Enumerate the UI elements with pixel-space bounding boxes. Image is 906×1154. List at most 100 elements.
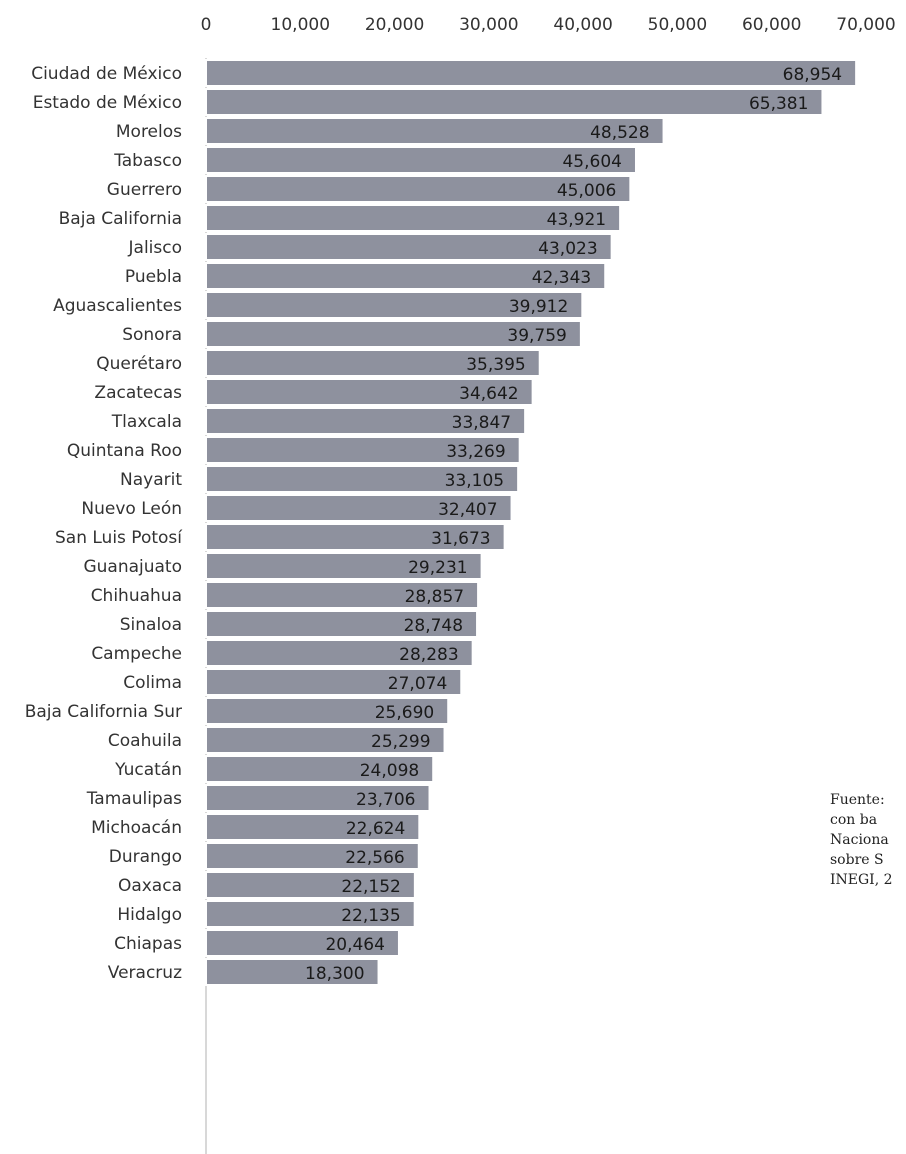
x-tick-label: 30,000 <box>459 15 518 35</box>
bars-group <box>205 59 858 986</box>
bar <box>205 610 479 638</box>
x-tick-label: 10,000 <box>271 15 330 35</box>
category-label: Estado de México <box>33 93 182 113</box>
category-labels: Ciudad de México Estado de México Morelos T… <box>25 64 184 983</box>
data-label: 31,673 <box>431 529 490 549</box>
bar <box>205 262 607 290</box>
category-label: Yucatán <box>114 760 182 780</box>
bar <box>205 668 463 696</box>
category-label: Puebla <box>125 267 182 287</box>
category-label: Baja California Sur <box>25 702 182 722</box>
bar <box>205 494 513 522</box>
bar <box>205 900 416 928</box>
category-label: Aguascalientes <box>53 296 182 316</box>
data-label: 28,283 <box>399 645 458 665</box>
data-label: 39,912 <box>509 297 568 317</box>
data-label: 28,748 <box>404 616 463 636</box>
bar <box>205 204 622 232</box>
data-label: 45,604 <box>562 152 621 172</box>
data-label: 25,690 <box>375 703 434 723</box>
data-label: 68,954 <box>783 65 842 85</box>
category-label: Nuevo León <box>81 499 182 519</box>
bar <box>205 233 613 261</box>
data-label: 22,624 <box>346 819 405 839</box>
data-label: 18,300 <box>305 964 364 984</box>
category-label: Nayarit <box>120 470 182 490</box>
data-label: 33,847 <box>452 413 511 433</box>
data-label: 48,528 <box>590 123 649 143</box>
x-tick-label: 50,000 <box>648 15 707 35</box>
data-label: 24,098 <box>360 761 419 781</box>
data-label: 22,152 <box>341 877 400 897</box>
bar <box>205 407 527 435</box>
category-label: Colima <box>123 673 182 693</box>
data-label: 33,105 <box>445 471 504 491</box>
bar <box>205 349 541 377</box>
bar <box>205 871 416 899</box>
bar <box>205 842 420 870</box>
category-label: Guerrero <box>107 180 182 200</box>
bar <box>205 117 665 145</box>
category-label: Querétaro <box>96 354 182 374</box>
data-label: 65,381 <box>749 94 808 114</box>
x-tick-label: 20,000 <box>365 15 424 35</box>
category-label: Sinaloa <box>120 615 182 635</box>
category-label: Baja California <box>59 209 182 229</box>
bar <box>205 378 534 406</box>
data-label: 22,566 <box>345 848 404 868</box>
category-label: Michoacán <box>91 818 182 838</box>
data-label: 23,706 <box>356 790 415 810</box>
category-label: Coahuila <box>108 731 182 751</box>
bar <box>205 320 582 348</box>
category-label: Quintana Roo <box>67 441 182 461</box>
x-tick-label: 40,000 <box>553 15 612 35</box>
category-label: Chiapas <box>114 934 182 954</box>
category-label: Sonora <box>122 325 182 345</box>
category-label: San Luis Potosí <box>55 528 183 548</box>
bar <box>205 291 584 319</box>
x-tick-label: 60,000 <box>742 15 801 35</box>
bar <box>205 146 637 174</box>
x-tick-label: 70,000 <box>836 15 895 35</box>
bar <box>205 59 858 87</box>
category-label: Morelos <box>116 122 182 142</box>
category-label: Hidalgo <box>117 905 182 925</box>
bar <box>205 175 632 203</box>
data-label: 42,343 <box>532 268 591 288</box>
x-tick-label: 0 <box>201 15 212 35</box>
data-label: 27,074 <box>388 674 447 694</box>
bar <box>205 726 446 754</box>
category-label: Durango <box>109 847 182 867</box>
data-label: 33,269 <box>446 442 505 462</box>
data-label: 43,921 <box>547 210 606 230</box>
bar <box>205 88 824 116</box>
data-label: 29,231 <box>408 558 467 578</box>
data-labels: 68,954 65,381 48,528 45,604 45,006 43,921 43,0… <box>305 65 842 984</box>
category-label: Veracruz <box>108 963 182 983</box>
bar <box>205 436 521 464</box>
x-axis-ticks: 0 10,000 20,000 30,000 40,000 50,000 60,000 70,… <box>201 15 896 35</box>
data-label: 35,395 <box>466 355 525 375</box>
bar <box>205 755 435 783</box>
category-label: Zacatecas <box>94 383 182 403</box>
category-label: Ciudad de México <box>31 64 182 84</box>
data-label: 20,464 <box>325 935 384 955</box>
bar <box>205 639 474 667</box>
data-label: 28,857 <box>405 587 464 607</box>
category-label: Chihuahua <box>91 586 182 606</box>
category-label: Tlaxcala <box>111 412 182 432</box>
category-label: Oaxaca <box>118 876 182 896</box>
source-note: Fuente: con ba Naciona sobre S INEGI, 2 <box>830 792 893 888</box>
data-label: 22,135 <box>341 906 400 926</box>
data-label: 43,023 <box>538 239 597 259</box>
category-label: Tamaulipas <box>86 789 182 809</box>
data-label: 39,759 <box>507 326 566 346</box>
bar <box>205 813 421 841</box>
bar <box>205 581 480 609</box>
bar <box>205 697 450 725</box>
category-label: Jalisco <box>128 238 182 258</box>
category-label: Tabasco <box>113 151 182 171</box>
bar <box>205 929 400 957</box>
bar <box>205 465 520 493</box>
bar <box>205 523 506 551</box>
